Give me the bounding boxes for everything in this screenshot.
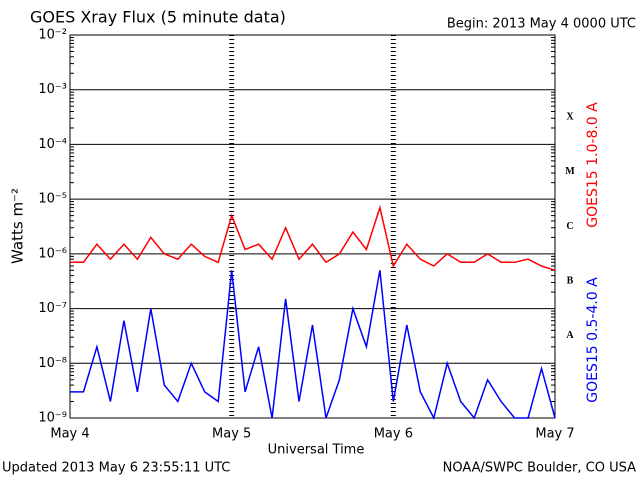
- chart-title: GOES Xray Flux (5 minute data): [30, 8, 286, 27]
- flare-class-label: X: [566, 111, 574, 122]
- flare-class-label: M: [565, 166, 575, 177]
- x-axis-label: Universal Time: [268, 443, 365, 458]
- series-line: [70, 204, 556, 272]
- footer-left: Updated 2013 May 6 23:55:11 UTC: [2, 461, 230, 476]
- y-tick-label: 10⁻⁶: [38, 246, 67, 261]
- flare-class-label: B: [567, 276, 574, 287]
- y-tick-label: 10⁻⁵: [38, 192, 67, 207]
- x-tick-label: May 7: [535, 427, 574, 442]
- series-line: [70, 270, 556, 421]
- y-tick-label: 10⁻⁹: [38, 411, 67, 426]
- footer-right: NOAA/SWPC Boulder, CO USA: [443, 461, 636, 476]
- y-tick-label: 10⁻³: [38, 82, 67, 97]
- y-axis-label: Watts m⁻²: [9, 188, 27, 264]
- chart-subtitle: Begin: 2013 May 4 0000 UTC: [447, 17, 636, 32]
- y-tick-label: 10⁻⁷: [38, 301, 67, 316]
- x-tick-label: May 4: [50, 427, 89, 442]
- legend-label: GOES15 1.0-8.0 A: [585, 102, 601, 228]
- legend-label: GOES15 0.5-4.0 A: [585, 277, 601, 403]
- x-tick-label: May 5: [212, 427, 251, 442]
- y-tick-label: 10⁻⁴: [38, 137, 67, 152]
- y-tick-label: 10⁻⁸: [38, 356, 67, 371]
- x-tick-label: May 6: [374, 427, 413, 442]
- y-tick-label: 10⁻²: [38, 28, 67, 43]
- flare-class-label: C: [566, 221, 573, 232]
- flare-class-label: A: [566, 330, 574, 341]
